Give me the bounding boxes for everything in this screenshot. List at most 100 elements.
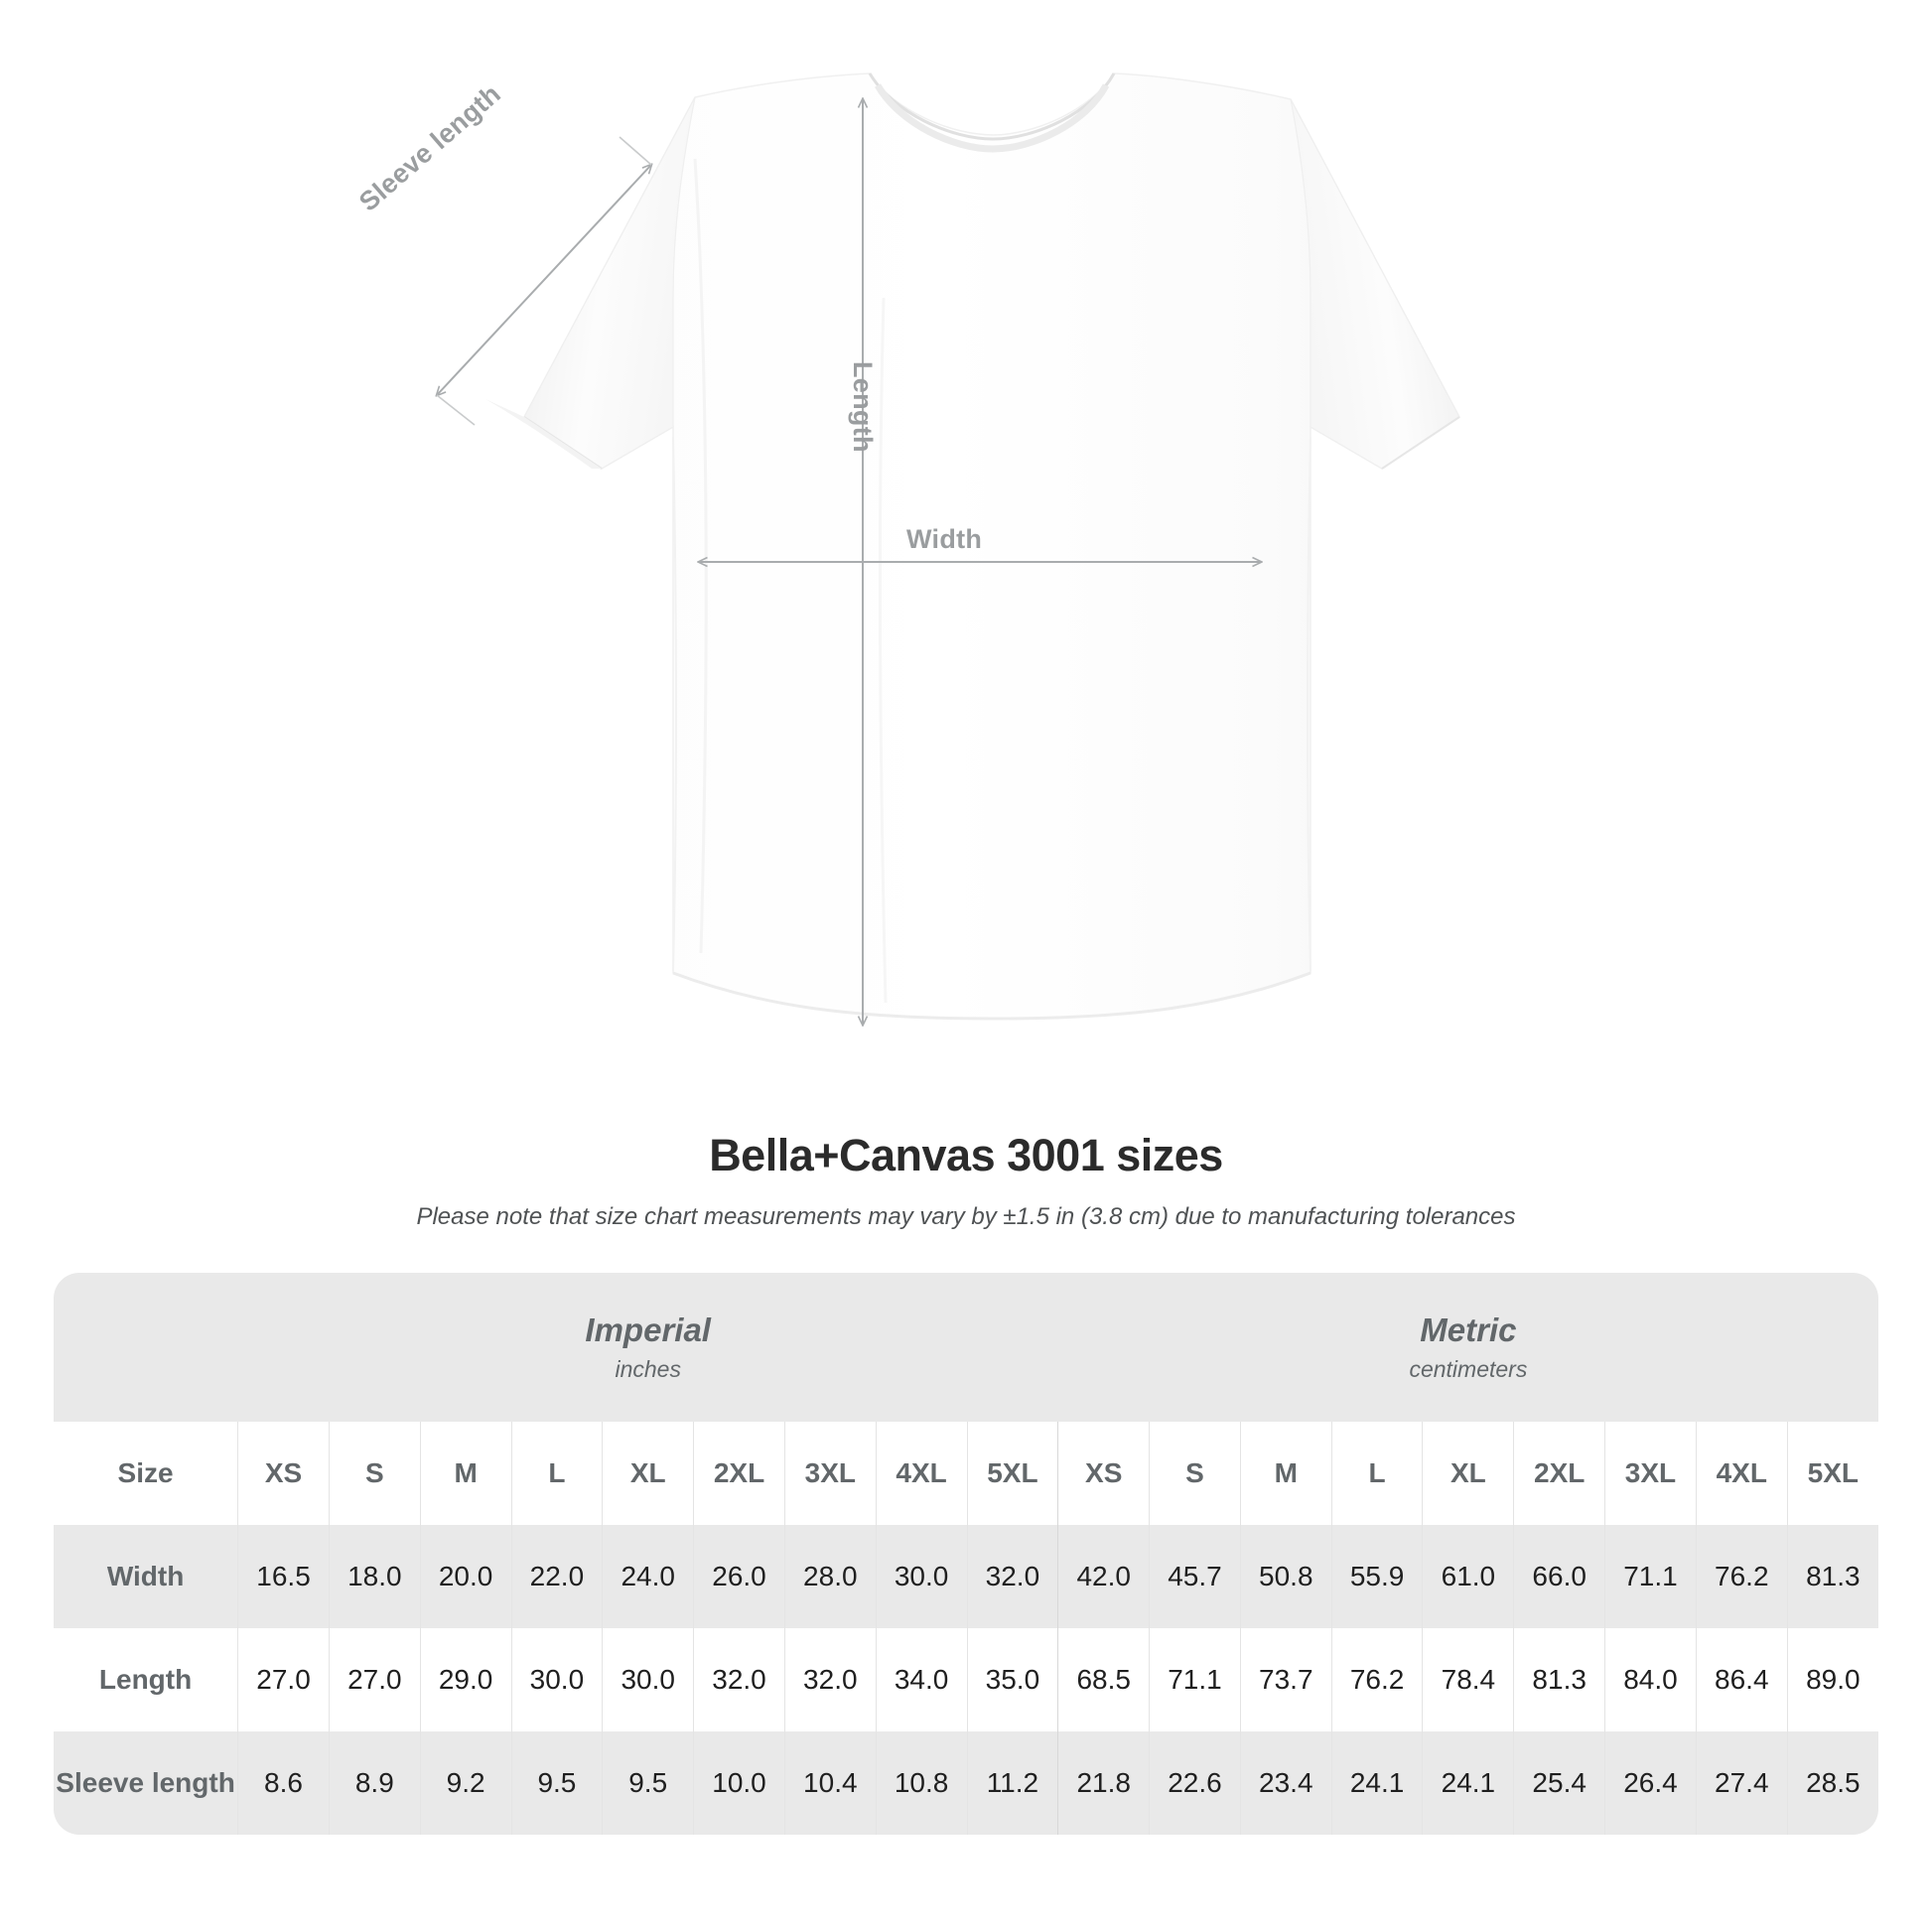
cell-width-imperial-2xl: 26.0: [693, 1525, 785, 1628]
size-header-imperial-s: S: [328, 1422, 421, 1525]
cell-length-imperial-5xl: 35.0: [966, 1628, 1058, 1731]
size-header-metric-5xl: 5XL: [1786, 1422, 1878, 1525]
cell-sleeve-length-imperial-5xl: 11.2: [966, 1731, 1058, 1835]
size-header-imperial-xs: XS: [237, 1422, 330, 1525]
cell-length-metric-l: 76.2: [1330, 1628, 1423, 1731]
cell-width-metric-3xl: 71.1: [1604, 1525, 1697, 1628]
cell-length-metric-5xl: 89.0: [1786, 1628, 1878, 1731]
sleeve-tick-top: [619, 136, 652, 166]
unit-group-metric: Metric centimeters: [1057, 1273, 1878, 1422]
cell-sleeve-length-metric-2xl: 25.4: [1513, 1731, 1605, 1835]
width-label: Width: [906, 524, 983, 554]
sleeve-fold-left: [485, 399, 602, 469]
fabric-fold-a: [693, 158, 708, 954]
cell-length-metric-xs: 68.5: [1057, 1628, 1150, 1731]
unit-group-name: Metric: [1420, 1311, 1517, 1348]
cell-sleeve-length-imperial-xs: 8.6: [237, 1731, 330, 1835]
size-header-imperial-xl: XL: [602, 1422, 694, 1525]
cell-length-metric-4xl: 86.4: [1695, 1628, 1788, 1731]
size-header-imperial-5xl: 5XL: [966, 1422, 1058, 1525]
cell-sleeve-length-metric-xs: 21.8: [1057, 1731, 1150, 1835]
table-row: Sleeve length 8.6 8.9 9.2 9.5 9.5 10.0 10.4 10.8…: [54, 1731, 1878, 1835]
table-row: Width 16.5 18.0 20.0 22.0 24.0 26.0 28.0 30.0 32.…: [54, 1525, 1878, 1628]
cell-width-imperial-s: 18.0: [328, 1525, 421, 1628]
cell-length-imperial-l: 30.0: [510, 1628, 603, 1731]
cell-width-metric-2xl: 66.0: [1513, 1525, 1605, 1628]
cell-length-imperial-xs: 27.0: [237, 1628, 330, 1731]
cell-length-metric-m: 73.7: [1239, 1628, 1332, 1731]
cell-sleeve-length-imperial-s: 8.9: [328, 1731, 421, 1835]
size-header-metric-l: L: [1330, 1422, 1423, 1525]
shirt-collar-outer: [868, 72, 1116, 141]
page-title: Bella+Canvas 3001 sizes: [709, 1130, 1223, 1180]
cell-length-imperial-4xl: 34.0: [875, 1628, 967, 1731]
cell-sleeve-length-metric-m: 23.4: [1239, 1731, 1332, 1835]
size-header-imperial-l: L: [510, 1422, 603, 1525]
tolerance-note: Please note that size chart measurements…: [416, 1203, 1516, 1230]
cell-length-metric-s: 71.1: [1149, 1628, 1241, 1731]
cell-sleeve-length-imperial-3xl: 10.4: [783, 1731, 877, 1835]
size-header-row: Size XS S M L XL 2XL 3XL 4XL 5XL XS S M L XL 2XL 3XL 4XL 5…: [54, 1422, 1878, 1525]
size-row-header-label: Size: [54, 1422, 238, 1525]
cell-sleeve-length-metric-l: 24.1: [1330, 1731, 1423, 1835]
fabric-fold-b: [878, 297, 888, 1004]
cell-sleeve-length-metric-3xl: 26.4: [1604, 1731, 1697, 1835]
sleeve-dimension-arrow: [437, 165, 651, 395]
cell-width-metric-xs: 42.0: [1057, 1525, 1150, 1628]
unit-group-unit: inches: [615, 1356, 681, 1383]
unit-header-row: Imperial inches Metric centimeters: [54, 1273, 1878, 1422]
size-header-metric-2xl: 2XL: [1513, 1422, 1605, 1525]
cell-sleeve-length-metric-xl: 24.1: [1422, 1731, 1514, 1835]
side-seam-left: [672, 436, 677, 972]
cell-length-imperial-3xl: 32.0: [783, 1628, 877, 1731]
cell-length-metric-2xl: 81.3: [1513, 1628, 1605, 1731]
size-header-imperial-m: M: [419, 1422, 512, 1525]
cell-sleeve-length-metric-4xl: 27.4: [1695, 1731, 1788, 1835]
cell-sleeve-length-imperial-xl: 9.5: [602, 1731, 694, 1835]
unit-header-spacer: [54, 1273, 238, 1422]
tshirt-diagram: Sleeve length Length Width: [0, 72, 1460, 1112]
sleeve-tick-bottom: [436, 394, 476, 426]
shirt-sleeve-left: [523, 96, 696, 470]
cell-length-imperial-s: 27.0: [328, 1628, 421, 1731]
cell-width-metric-m: 50.8: [1239, 1525, 1332, 1628]
cell-length-metric-xl: 78.4: [1422, 1628, 1514, 1731]
cell-width-imperial-l: 22.0: [510, 1525, 603, 1628]
cell-width-metric-l: 55.9: [1330, 1525, 1423, 1628]
shirt-bottom-hem: [672, 971, 1311, 1021]
size-header-imperial-4xl: 4XL: [875, 1422, 967, 1525]
unit-group-unit: centimeters: [1409, 1356, 1528, 1383]
size-header-metric-s: S: [1149, 1422, 1241, 1525]
shirt-sleeve-right: [1290, 98, 1460, 470]
length-label: Length: [848, 361, 878, 453]
cell-width-metric-xl: 61.0: [1422, 1525, 1514, 1628]
row-label-length: Length: [54, 1628, 238, 1731]
cell-sleeve-length-imperial-2xl: 10.0: [693, 1731, 785, 1835]
cell-length-imperial-m: 29.0: [419, 1628, 512, 1731]
cell-sleeve-length-imperial-l: 9.5: [510, 1731, 603, 1835]
cell-width-imperial-m: 20.0: [419, 1525, 512, 1628]
cell-width-metric-4xl: 76.2: [1695, 1525, 1788, 1628]
size-chart-body: Width 16.5 18.0 20.0 22.0 24.0 26.0 28.0 30.0 32.…: [54, 1525, 1878, 1835]
cell-width-imperial-3xl: 28.0: [783, 1525, 877, 1628]
cell-sleeve-length-imperial-m: 9.2: [419, 1731, 512, 1835]
size-header-metric-4xl: 4XL: [1695, 1422, 1788, 1525]
cell-length-metric-3xl: 84.0: [1604, 1628, 1697, 1731]
size-header-imperial-3xl: 3XL: [783, 1422, 877, 1525]
size-header-metric-xs: XS: [1057, 1422, 1150, 1525]
table-row: Length 27.0 27.0 29.0 30.0 30.0 32.0 32.0 34.0 35…: [54, 1628, 1878, 1731]
cell-length-imperial-xl: 30.0: [602, 1628, 694, 1731]
size-header-metric-m: M: [1239, 1422, 1332, 1525]
sleeve-hem-right: [1381, 416, 1460, 470]
cell-width-metric-s: 45.7: [1149, 1525, 1241, 1628]
side-seam-right: [1307, 436, 1311, 972]
size-chart-table-container: Imperial inches Metric centimeters Size XS S M…: [54, 1273, 1878, 1835]
tshirt-illustration: [0, 72, 1460, 1112]
size-header-imperial-2xl: 2XL: [693, 1422, 785, 1525]
cell-width-metric-5xl: 81.3: [1786, 1525, 1878, 1628]
cell-sleeve-length-metric-5xl: 28.5: [1786, 1731, 1878, 1835]
cell-width-imperial-5xl: 32.0: [966, 1525, 1058, 1628]
cell-width-imperial-xl: 24.0: [602, 1525, 694, 1628]
size-header-metric-xl: XL: [1422, 1422, 1514, 1525]
unit-group-name: Imperial: [585, 1311, 711, 1348]
